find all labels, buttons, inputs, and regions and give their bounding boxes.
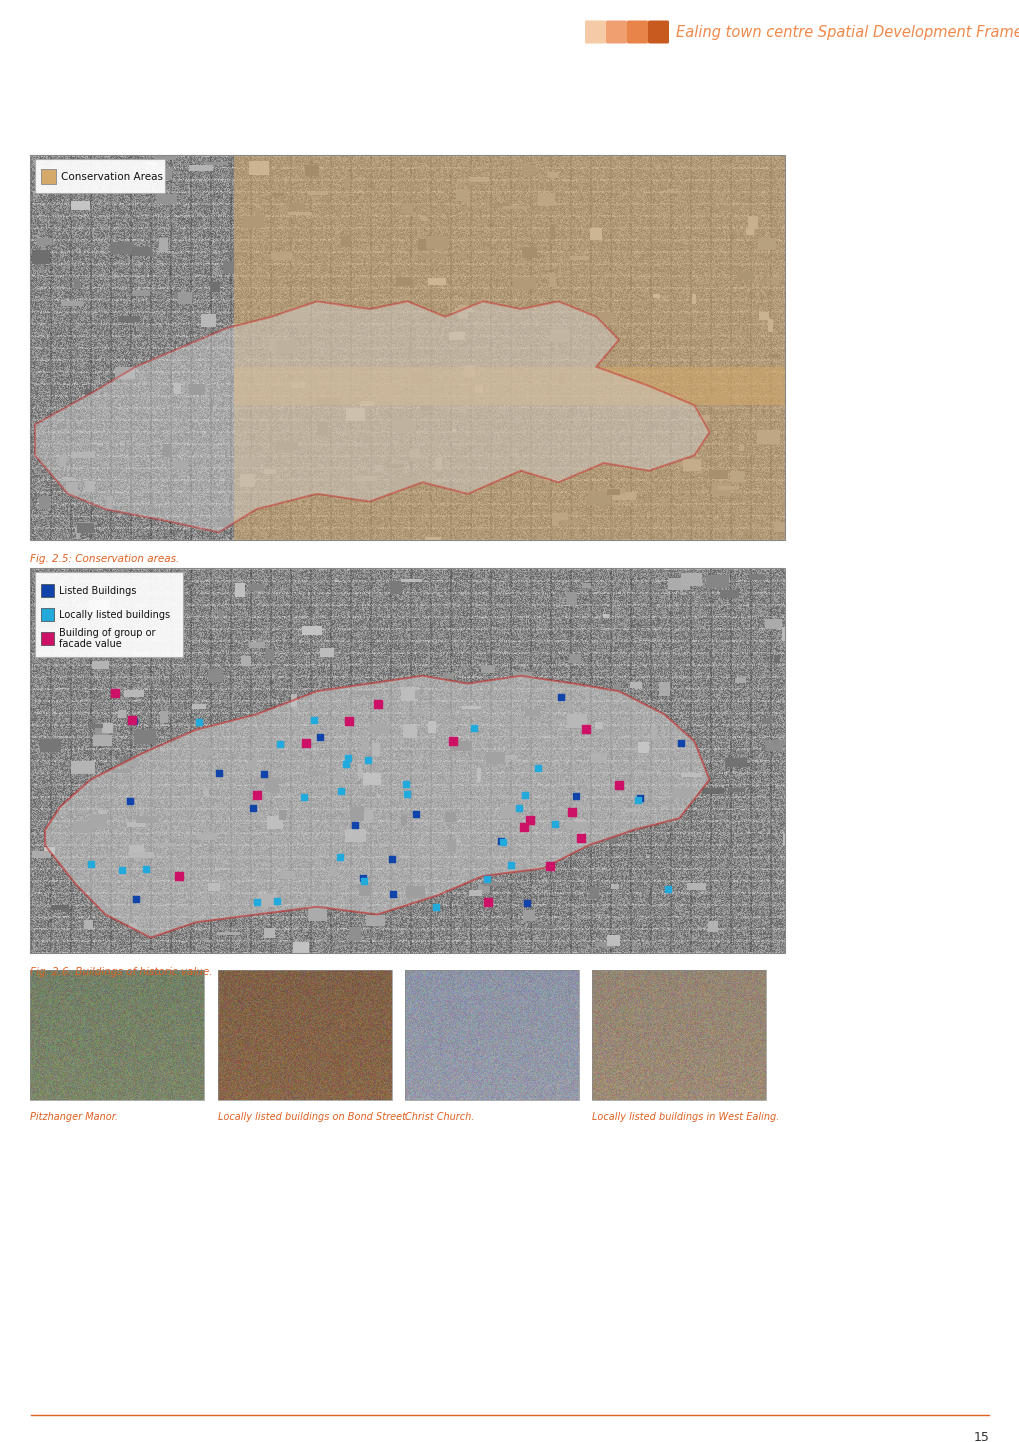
Point — [83, 852, 99, 875]
Point — [511, 796, 527, 819]
Bar — [233, 366, 648, 539]
Point — [465, 717, 481, 740]
Point — [125, 709, 142, 733]
Point — [522, 808, 538, 831]
Point — [245, 796, 261, 819]
Text: Ealing town centre Spatial Development Framework: Ealing town centre Spatial Development F… — [676, 25, 1019, 39]
Point — [517, 783, 533, 806]
Point — [541, 854, 557, 877]
Bar — [30, 154, 785, 539]
Point — [124, 708, 141, 731]
Point — [359, 748, 375, 771]
Bar — [591, 970, 765, 1100]
Bar — [30, 568, 785, 953]
Point — [340, 709, 357, 733]
Point — [562, 800, 579, 823]
Text: Fig. 2.5: Conservation areas.: Fig. 2.5: Conservation areas. — [30, 554, 179, 564]
Bar — [35, 572, 182, 658]
Point — [546, 812, 562, 835]
Point — [629, 789, 645, 812]
Bar — [41, 632, 54, 645]
Point — [337, 753, 354, 776]
Polygon shape — [45, 676, 709, 937]
Point — [397, 773, 414, 796]
Point — [578, 718, 594, 741]
FancyBboxPatch shape — [605, 20, 627, 43]
Point — [272, 733, 288, 756]
Text: Locally listed buildings on Bond Street.: Locally listed buildings on Bond Street. — [218, 1112, 409, 1122]
Point — [171, 865, 187, 888]
Point — [256, 763, 272, 786]
Polygon shape — [35, 301, 709, 532]
Point — [107, 681, 123, 704]
Point — [346, 813, 363, 836]
Point — [384, 883, 400, 906]
Point — [519, 891, 535, 914]
Point — [269, 890, 285, 913]
Point — [631, 786, 647, 809]
Point — [515, 815, 531, 838]
FancyBboxPatch shape — [647, 20, 668, 43]
Point — [573, 826, 589, 849]
Point — [296, 784, 312, 808]
Bar — [218, 970, 391, 1100]
Point — [479, 868, 495, 891]
Point — [428, 895, 444, 919]
Point — [249, 783, 265, 806]
Point — [480, 890, 496, 913]
Point — [339, 747, 356, 770]
Point — [306, 709, 322, 733]
Bar — [648, 366, 785, 539]
FancyBboxPatch shape — [627, 20, 647, 43]
Point — [356, 870, 372, 893]
Bar — [35, 159, 165, 193]
Text: Christ Church.: Christ Church. — [405, 1112, 474, 1122]
Point — [398, 783, 415, 806]
Text: Pitzhanger Manor.: Pitzhanger Manor. — [30, 1112, 118, 1122]
Text: Listed Buildings: Listed Buildings — [59, 585, 137, 596]
Point — [298, 731, 314, 754]
Point — [568, 784, 584, 808]
Point — [249, 891, 265, 914]
Point — [444, 730, 461, 753]
Text: Fig. 2.6: Buildings of historic value.: Fig. 2.6: Buildings of historic value. — [30, 968, 212, 978]
Bar — [41, 584, 54, 597]
Text: Locally listed buildings in West Ealing.: Locally listed buildings in West Ealing. — [591, 1112, 779, 1122]
Bar — [41, 169, 56, 185]
Point — [211, 761, 227, 784]
Bar — [41, 609, 54, 622]
Point — [128, 888, 145, 911]
Point — [384, 848, 400, 871]
Text: Building of group or
facade value: Building of group or facade value — [59, 627, 155, 649]
Point — [658, 878, 675, 901]
FancyBboxPatch shape — [585, 20, 605, 43]
Point — [355, 867, 371, 890]
Point — [332, 780, 348, 803]
Point — [138, 858, 154, 881]
Text: Conservation Areas: Conservation Areas — [61, 172, 163, 182]
Point — [610, 773, 627, 796]
Point — [312, 725, 328, 748]
Text: Locally listed buildings: Locally listed buildings — [59, 610, 170, 620]
Point — [502, 854, 519, 877]
Point — [673, 731, 689, 754]
Text: 15: 15 — [973, 1430, 989, 1442]
Point — [494, 831, 511, 854]
Point — [492, 829, 508, 852]
Point — [331, 845, 347, 868]
Point — [114, 858, 130, 881]
Bar — [405, 970, 579, 1100]
Point — [529, 757, 545, 780]
Bar — [233, 154, 785, 405]
Bar — [30, 970, 204, 1100]
Point — [122, 789, 139, 812]
Point — [369, 692, 385, 715]
Point — [552, 685, 569, 708]
Point — [191, 711, 207, 734]
Point — [408, 802, 424, 825]
